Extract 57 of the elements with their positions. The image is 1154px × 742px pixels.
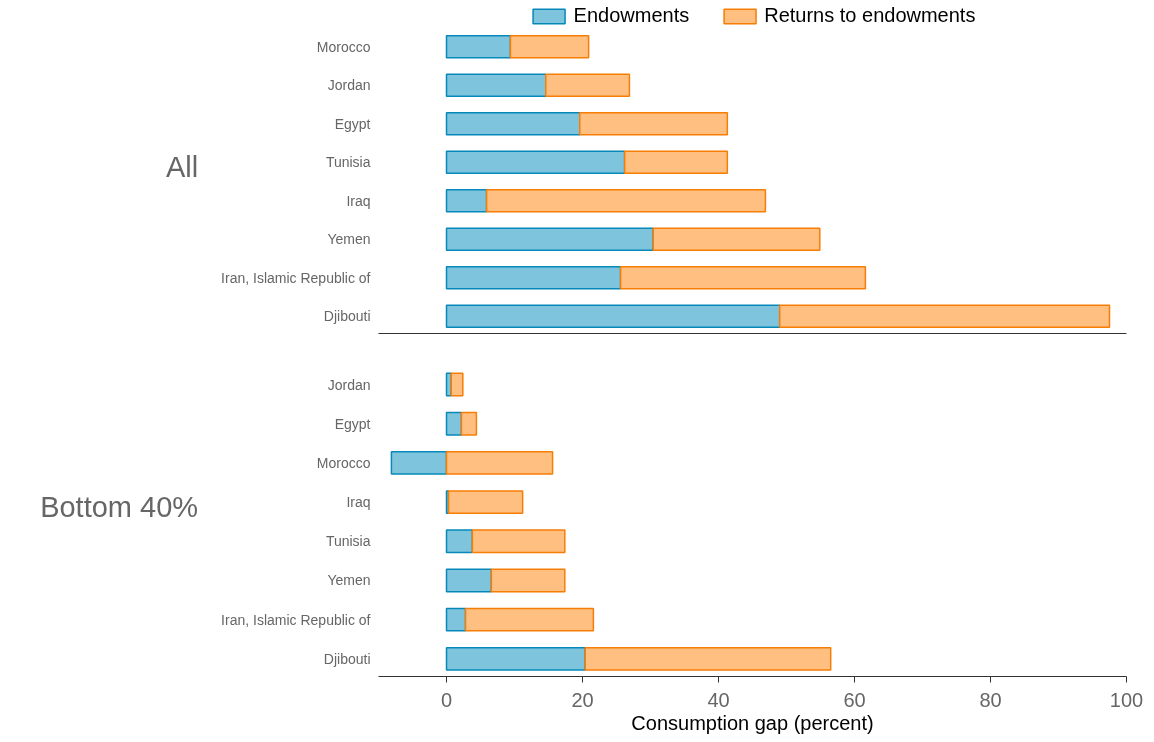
bar (445, 607, 467, 632)
bar (460, 411, 478, 436)
y-tick-label: Iran, Islamic Republic of (221, 611, 371, 628)
y-axis-title: All (165, 151, 199, 183)
bar (390, 450, 448, 475)
legend-label: Endowments (573, 4, 690, 27)
bar (445, 450, 554, 475)
x-tick-label: 0 (440, 688, 453, 711)
bar (509, 34, 590, 59)
y-tick-label: Egypt (334, 415, 371, 432)
y-tick-label: Iran, Islamic Republic of (221, 269, 371, 286)
y-tick-label: Djibouti (323, 650, 371, 667)
bar (619, 265, 867, 290)
y-tick-label: Djibouti (323, 308, 371, 325)
x-tick-label: 80 (979, 688, 1002, 711)
bar (445, 188, 488, 213)
bar (445, 150, 626, 174)
x-tick-label: 100 (1109, 688, 1144, 711)
x-tick-label: 40 (707, 688, 730, 711)
bar (490, 568, 566, 593)
bar (445, 529, 474, 554)
bar (445, 304, 781, 328)
bar (464, 607, 595, 632)
y-tick-label: Iraq (346, 494, 371, 511)
bar (450, 372, 464, 397)
bar (445, 227, 654, 251)
bar (545, 73, 631, 97)
bar (652, 227, 821, 251)
y-tick-label: Egypt (334, 115, 371, 132)
y-tick-label: Tunisia (325, 533, 371, 550)
bar (445, 568, 493, 593)
bar (471, 529, 566, 554)
bar (579, 111, 729, 136)
y-tick-label: Tunisia (325, 154, 371, 171)
bar (445, 34, 512, 59)
y-axis-title: Bottom 40% (40, 491, 199, 523)
bar (445, 646, 586, 671)
legend-label: Returns to endowments (764, 4, 976, 27)
bar (445, 411, 463, 436)
bar (485, 188, 767, 213)
y-tick-label: Yemen (327, 231, 371, 248)
bar (445, 265, 622, 290)
x-tick-label: 60 (843, 688, 866, 711)
bar (584, 646, 832, 671)
x-axis-title: Consumption gap (percent) (631, 711, 874, 734)
y-tick-label: Yemen (327, 572, 371, 589)
y-tick-label: Jordan (327, 376, 371, 393)
y-tick-label: Iraq (346, 192, 371, 209)
bar (445, 73, 547, 97)
y-tick-label: Morocco (316, 38, 371, 55)
bar (445, 111, 581, 136)
y-tick-label: Jordan (327, 77, 371, 94)
x-tick-label: 20 (571, 688, 594, 711)
y-tick-label: Morocco (316, 454, 371, 471)
bar (778, 304, 1111, 328)
bar (447, 490, 524, 515)
bar (623, 150, 729, 174)
